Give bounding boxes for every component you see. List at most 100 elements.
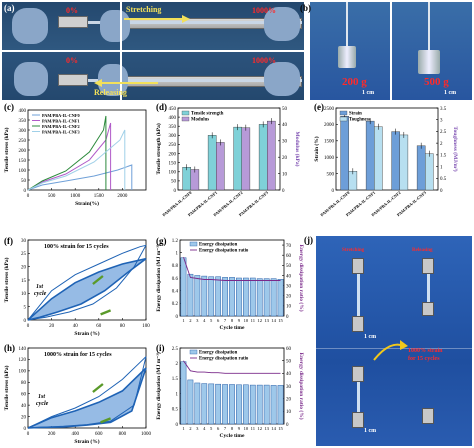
x-tick-label: 11	[251, 318, 256, 323]
y-tick-label: 400	[169, 116, 177, 121]
y-tick-label: 100	[169, 171, 177, 176]
panel-a: (a) 0% 1000% 0% 1000% Stretching Releasi…	[2, 2, 304, 100]
bar	[216, 142, 225, 191]
y-tick-label: 0	[176, 423, 179, 428]
bar	[263, 384, 270, 425]
series-line	[27, 115, 107, 191]
bar	[267, 120, 276, 191]
series-line	[27, 367, 147, 429]
weight-photo-right	[392, 2, 472, 100]
x-tick-label: 80	[120, 324, 126, 329]
bar	[208, 276, 215, 317]
y2-tick-label: 0.5	[440, 177, 447, 182]
x-tick-label: 200	[48, 432, 56, 437]
y2-tick-label: 30	[286, 385, 292, 390]
bar	[256, 384, 263, 425]
x-tick-label: 1000	[141, 432, 152, 437]
weight-label: 200 g	[342, 76, 367, 88]
y-axis-label: Tensile strength (kPa)	[155, 123, 162, 175]
legend-label: PAM/PBA-IL-CNF3	[42, 129, 80, 134]
unload-arrow	[100, 309, 112, 316]
x-tick-label: 15	[278, 426, 283, 431]
y2-tick-label: 10	[286, 410, 292, 415]
x-tick-label: 3	[196, 426, 199, 431]
y2-tick-label: 40	[282, 123, 288, 128]
x-tick-label: 600	[95, 432, 103, 437]
cycle-annotation: 1000% strain for 15 cycles	[44, 352, 112, 358]
x-axis-label: Cycle time	[220, 325, 245, 331]
legend-swatch	[181, 116, 190, 122]
bar	[391, 131, 400, 191]
x-tick-label: 7	[224, 318, 227, 323]
sample-left	[357, 274, 360, 318]
chart-c: 0 50 100 150 200 250 300 350 400 Tensile stress (…	[3, 109, 147, 207]
x-tick-label: 9	[238, 426, 241, 431]
x-tick-label: 9	[238, 318, 241, 323]
hand-right	[98, 64, 128, 96]
y2-tick-label: 1.5	[440, 154, 447, 159]
y-axis-label: Strain (%)	[313, 136, 320, 161]
y2-tick-label: 0	[282, 189, 285, 194]
bar	[222, 277, 228, 317]
y2-tick-label: 50	[282, 107, 288, 112]
ratio-line	[183, 360, 281, 374]
legend-label: Energy dissipation	[199, 243, 238, 248]
bar	[241, 127, 251, 191]
first-cycle-label: cycle	[36, 401, 49, 407]
legend-swatch	[339, 116, 348, 122]
y-tick-label: 2	[176, 362, 179, 367]
legend-label: Energy dissipation	[199, 351, 238, 356]
y-tick-label: 30	[21, 239, 27, 244]
y-tick-label: 300	[169, 134, 177, 139]
bar	[270, 278, 277, 317]
y-axis-label: Tensile stress (kPa)	[3, 257, 10, 302]
panel-label: (h)	[4, 343, 15, 353]
bar	[201, 275, 208, 317]
x-tick-label: 800	[119, 432, 127, 437]
x-tick-label: 20	[49, 324, 55, 329]
sample-left-2	[357, 382, 360, 412]
x-tick-label: 7	[224, 426, 227, 431]
first-cycle-label: 1st	[38, 394, 46, 400]
y-tick-label: 25	[21, 252, 27, 257]
y2-axis-label: Energy dissipation ratio (%)	[298, 244, 305, 311]
x-tick-label: 13	[264, 318, 269, 323]
bar	[180, 361, 187, 425]
series-line	[27, 164, 133, 191]
y-tick-label: 10	[21, 292, 27, 297]
y-tick-label: 1000	[324, 156, 335, 161]
series-line	[27, 367, 147, 429]
x-tick-label: 13	[264, 426, 269, 431]
load-arrow	[92, 383, 104, 393]
y-tick-label: 0	[24, 189, 27, 194]
y-tick-label: 5	[24, 305, 27, 310]
x-tick-label: 5	[210, 426, 213, 431]
hand-far-right	[264, 62, 300, 96]
x-tick-label: 3	[196, 318, 199, 323]
y-tick-label: 20	[21, 415, 27, 420]
unload-arrow	[100, 417, 112, 424]
y-tick-label: 1	[176, 392, 179, 397]
y-tick-label: 15	[21, 279, 27, 284]
x-tick-label: 1000	[70, 194, 81, 199]
y2-tick-label: 20	[286, 397, 292, 402]
bar	[236, 277, 242, 317]
panel-b: (b) 200 g 500 g 1 cm 1 cm	[300, 2, 472, 100]
legend-label: Energy dissipation ratio	[199, 249, 249, 254]
clamp-mid-right	[422, 302, 434, 316]
y-tick-label: 120	[19, 358, 27, 363]
y-tick-label: 300	[19, 129, 27, 134]
legend-label: Toughness	[349, 118, 371, 123]
bar	[180, 257, 187, 317]
x-axis-label: Cycle time	[220, 433, 245, 439]
x-tick-label: 500	[48, 194, 56, 199]
panel-label: (e)	[314, 102, 324, 112]
y-tick-label: 450	[169, 107, 177, 112]
hook	[346, 2, 348, 46]
chart-f: 0 5 10 15 20 25 30 Tensile stress (kPa) 0 20 40 60 8…	[3, 239, 150, 337]
y-tick-label: 0.6	[172, 277, 179, 282]
y-tick-label: 1	[176, 251, 179, 256]
x-tick-label: 8	[231, 318, 234, 323]
bar	[208, 383, 215, 425]
bar	[201, 383, 208, 425]
